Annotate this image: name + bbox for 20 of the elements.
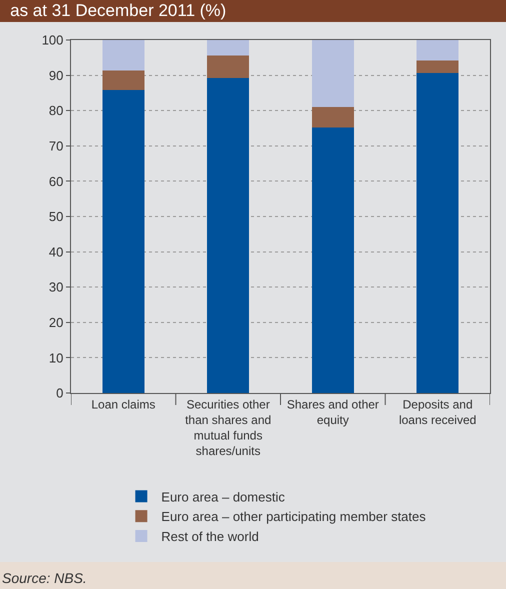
legend-label: Rest of the world: [161, 529, 259, 544]
y-tick-label: 30: [48, 280, 64, 295]
y-tick-label: 0: [56, 386, 64, 401]
x-tick-label: Shares and other equity: [286, 397, 379, 427]
y-tick-label: 60: [48, 174, 64, 189]
y-tick-label: 40: [48, 244, 64, 260]
x-tick-label: Securities other than shares and mutual funds shares/units: [185, 397, 272, 458]
y-tick-label: 90: [48, 68, 64, 83]
y-tick-label: 80: [48, 103, 64, 118]
x-tick-label: Deposits and loans received: [398, 397, 476, 427]
chart-title: as at 31 December 2011 (%): [10, 0, 226, 20]
y-tick-label: 10: [48, 350, 64, 366]
source-note: Source: NBS.: [2, 570, 87, 586]
y-tick-label: 70: [48, 138, 64, 154]
legend-label: Euro area – domestic: [161, 489, 286, 504]
y-tick-label: 20: [48, 314, 64, 330]
x-tick-label: Loan claims: [91, 397, 156, 412]
y-tick-label: 50: [48, 209, 64, 224]
y-tick-label: 100: [42, 32, 64, 48]
legend-label: Euro area – other participating member states: [161, 509, 426, 524]
